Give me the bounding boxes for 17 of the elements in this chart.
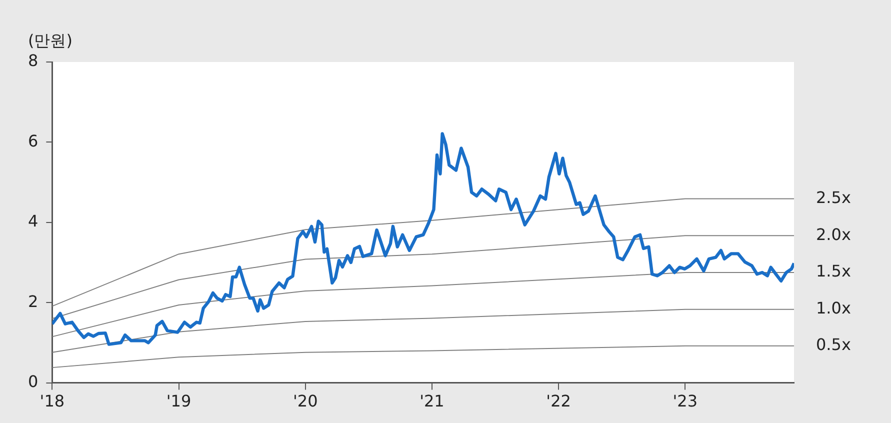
series-label: 1.0x	[816, 298, 851, 318]
x-tick-label: '20	[292, 392, 318, 411]
x-tick-label: '19	[166, 392, 192, 411]
y-tick-label: 2	[28, 292, 38, 311]
series-label: 1.5x	[816, 262, 851, 281]
y-tick-label: 6	[28, 131, 38, 150]
y-tick-label: 8	[28, 51, 38, 70]
y-tick-label: 4	[28, 212, 38, 231]
x-tick-label: '18	[40, 392, 65, 411]
series-label: 2.5x	[816, 188, 851, 207]
series-label: 2.0x	[816, 224, 851, 244]
series-label: 0.5x	[816, 335, 851, 354]
x-tick-label: '22	[546, 392, 571, 411]
x-tick-label: '21	[420, 392, 444, 411]
y-tick-label: 0	[28, 372, 38, 391]
x-tick-label: '23	[672, 392, 698, 411]
y-axis-title: (만원)	[28, 31, 72, 50]
